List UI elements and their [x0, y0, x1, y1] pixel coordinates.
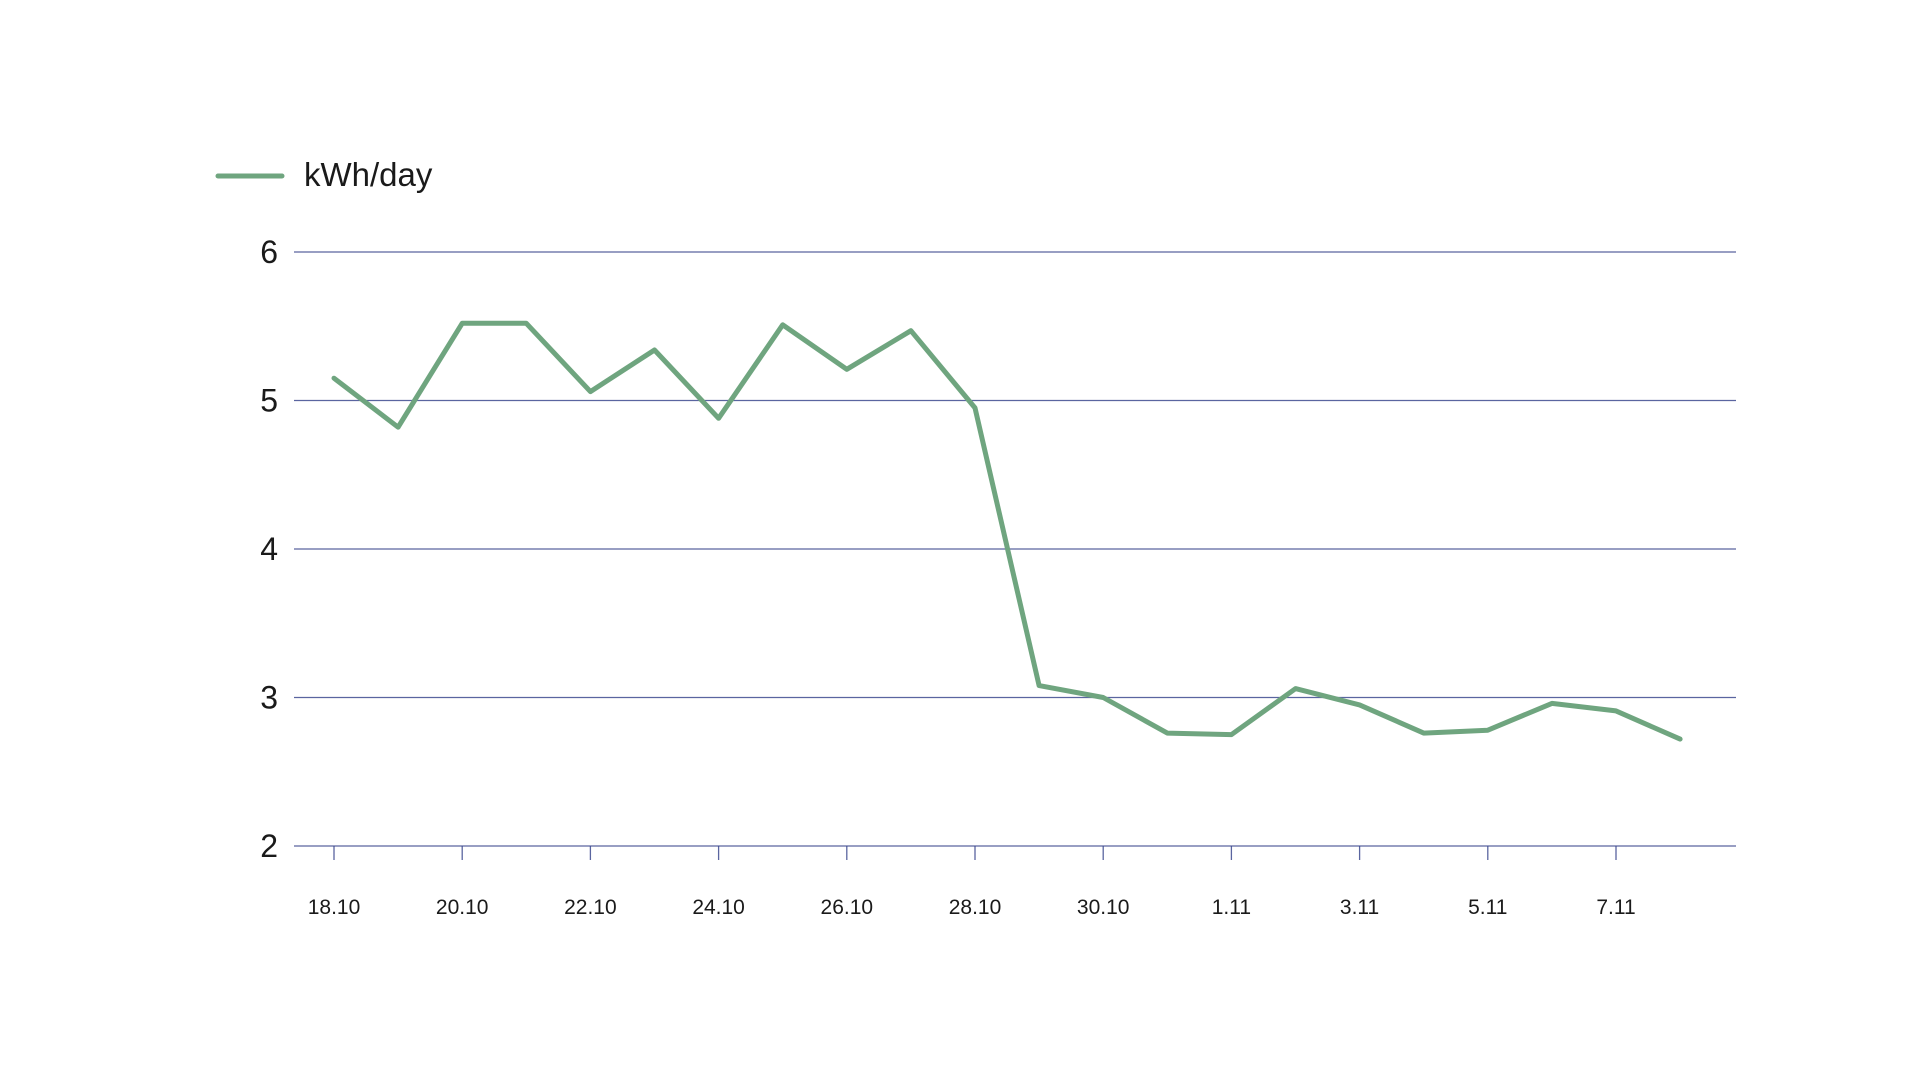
- data-point-26.10: [844, 367, 849, 372]
- x-axis: 18.10 20.10 22.10 24.10 26.10 28.10 30.10 1.11 3…: [308, 846, 1636, 919]
- x-tick-label-3.11: 3.11: [1340, 896, 1379, 919]
- y-tick-label-5: 5: [260, 383, 278, 419]
- data-point-4.11: [1421, 731, 1426, 736]
- data-point-3.11: [1357, 702, 1362, 707]
- x-tick-label-5.11: 5.11: [1468, 896, 1507, 919]
- data-point-1.11: [1229, 732, 1234, 737]
- data-point-7.11: [1614, 708, 1619, 713]
- y-tick-label-6: 6: [260, 234, 278, 270]
- x-tick-label-26.10: 26.10: [821, 896, 874, 919]
- y-axis-tick-labels: 2 3 4 5 6: [260, 234, 278, 864]
- y-tick-label-3: 3: [260, 680, 278, 716]
- data-point-2.11: [1293, 686, 1298, 691]
- x-tick-label-7.11: 7.11: [1596, 896, 1635, 919]
- data-point-18.10: [332, 376, 337, 381]
- x-tick-label-18.10: 18.10: [308, 896, 361, 919]
- data-point-24.10: [716, 416, 721, 421]
- data-point-6.11: [1549, 701, 1554, 706]
- data-point-23.10: [652, 348, 657, 353]
- y-tick-label-4: 4: [260, 531, 278, 567]
- data-point-30.10: [1101, 695, 1106, 700]
- x-tick-label-30.10: 30.10: [1077, 896, 1130, 919]
- y-tick-label-2: 2: [260, 828, 278, 864]
- data-point-28.10: [973, 405, 978, 410]
- x-tick-label-1.11: 1.11: [1212, 896, 1251, 919]
- data-point-27.10: [908, 328, 913, 333]
- data-point-8.11: [1678, 737, 1683, 742]
- data-point-29.10: [1037, 683, 1042, 688]
- data-point-19.10: [396, 425, 401, 430]
- x-tick-label-22.10: 22.10: [564, 896, 617, 919]
- data-point-20.10: [460, 321, 465, 326]
- data-point-22.10: [588, 389, 593, 394]
- x-tick-label-20.10: 20.10: [436, 896, 489, 919]
- legend-label-kwh-day: kWh/day: [304, 156, 433, 193]
- series-line-0: [331, 320, 1683, 742]
- data-point-21.10: [524, 321, 529, 326]
- x-tick-label-24.10: 24.10: [692, 896, 745, 919]
- gridlines: [294, 251, 1736, 847]
- legend: kWh/day: [215, 156, 433, 193]
- x-tick-label-28.10: 28.10: [949, 896, 1002, 919]
- data-point-31.10: [1165, 731, 1170, 736]
- data-point-5.11: [1485, 728, 1490, 733]
- data-point-25.10: [780, 322, 785, 327]
- series-lines: [331, 320, 1683, 742]
